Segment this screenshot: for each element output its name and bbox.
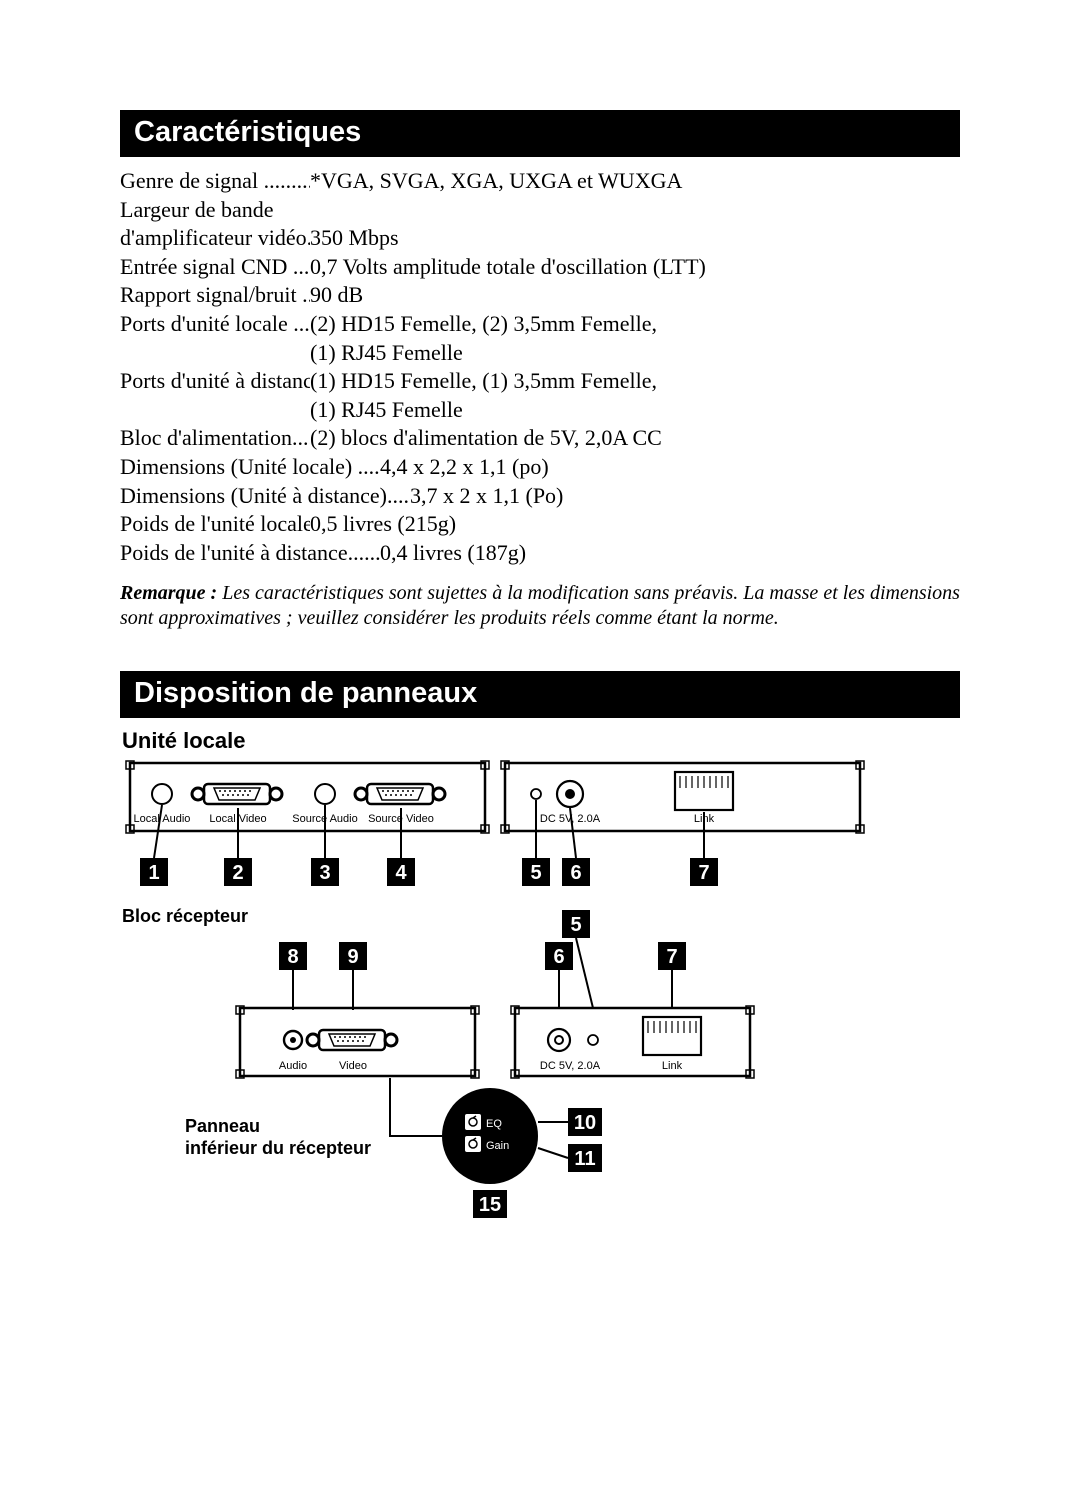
svg-text:8: 8 [287, 946, 298, 968]
local-front-panel: Local Audio Local Video Source Audio Sou… [126, 761, 489, 833]
svg-text:5: 5 [530, 862, 541, 884]
label-link-rx: Link [662, 1060, 683, 1072]
svg-text:10: 10 [574, 1112, 596, 1134]
receiver-front-panel: Audio Video [236, 1006, 479, 1078]
label-video: Video [339, 1060, 367, 1072]
receiver-heading: Bloc récepteur [122, 906, 248, 926]
label-audio: Audio [279, 1060, 307, 1072]
specs-note: Remarque : Les caractéristiques sont suj… [120, 581, 960, 631]
svg-text:2: 2 [232, 862, 243, 884]
section-header-panels: Disposition de panneaux [120, 671, 960, 718]
note-label: Remarque : [120, 582, 222, 604]
label-dc-rx: DC 5V, 2.0A [540, 1060, 601, 1072]
svg-text:5: 5 [570, 914, 581, 936]
note-body: Les caractéristiques sont sujettes à la … [120, 582, 960, 629]
svg-text:9: 9 [347, 946, 358, 968]
bottom-label-1: Panneau [185, 1116, 260, 1136]
svg-text:7: 7 [666, 946, 677, 968]
local-unit-heading: Unité locale [122, 728, 960, 754]
page-number: 15 [473, 1190, 507, 1218]
svg-text:6: 6 [553, 946, 564, 968]
svg-text:11: 11 [574, 1148, 595, 1170]
svg-text:4: 4 [395, 862, 407, 884]
svg-text:6: 6 [570, 862, 581, 884]
svg-text:15: 15 [479, 1194, 501, 1216]
receiver-back-panel: DC 5V, 2.0A Link [511, 1006, 754, 1078]
label-eq: EQ [486, 1118, 502, 1130]
panel-diagrams: Local Audio Local Video Source Audio Sou… [120, 758, 960, 1218]
receiver-bottom-panel: EQ Gain [442, 1088, 538, 1184]
svg-text:1: 1 [148, 862, 159, 884]
local-back-panel: DC 5V, 2.0A Link [501, 761, 864, 833]
svg-text:3: 3 [319, 862, 330, 884]
label-gain: Gain [486, 1140, 509, 1152]
bottom-label-2: inférieur du récepteur [185, 1138, 371, 1158]
section-header-specs: Caractéristiques [120, 110, 960, 157]
specs-list: Genre de signal *VGA, SVGA, XGA, UXGA et… [120, 167, 960, 567]
label-local-audio: Local Audio [134, 813, 191, 825]
svg-text:7: 7 [698, 862, 709, 884]
